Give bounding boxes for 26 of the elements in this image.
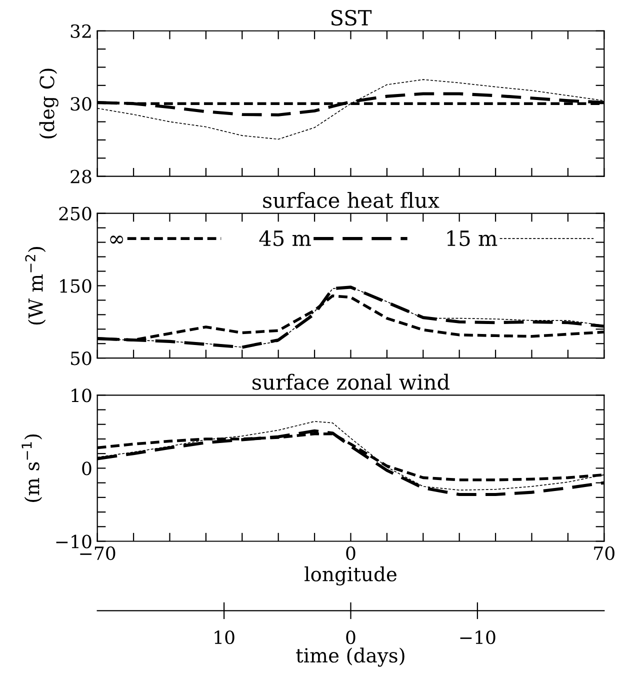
x-tick-label: 0 [346, 546, 356, 560]
x2-axis-title: time (days) [296, 648, 404, 667]
legend-label: ∞ [110, 236, 124, 244]
x2-tick-label: −10 [460, 630, 496, 644]
y-axis-title: (W m$^{−2}$) [25, 247, 46, 325]
chart-title: surface heat flux [263, 192, 440, 208]
x2-tick-label: 0 [346, 630, 356, 644]
x-tick-label: 70 [594, 546, 614, 560]
y-axis-title: (deg C) [39, 68, 58, 138]
y-tick-label: 30 [70, 97, 92, 111]
y-tick-label: 28 [70, 170, 92, 184]
y-tick-label: 0 [82, 462, 92, 476]
y-tick-label: 10 [72, 388, 92, 402]
y-tick-label: −10 [56, 534, 92, 548]
chart-title: SST [331, 10, 372, 26]
legend-label: 45 m [259, 230, 311, 246]
y-axis-title: (m s$^{−1}$) [22, 434, 42, 502]
y-tick-label: 150 [60, 279, 92, 293]
chart-title: surface zonal wind [252, 374, 450, 390]
y-tick-label: 50 [71, 352, 92, 366]
x-axis-title: longitude [304, 566, 396, 586]
y-tick-label: 250 [59, 206, 92, 220]
x2-tick-label: 10 [214, 630, 234, 644]
legend-label: 15 m [447, 230, 498, 246]
x-tick-label: −70 [80, 546, 116, 560]
y-tick-label: 32 [70, 24, 91, 38]
